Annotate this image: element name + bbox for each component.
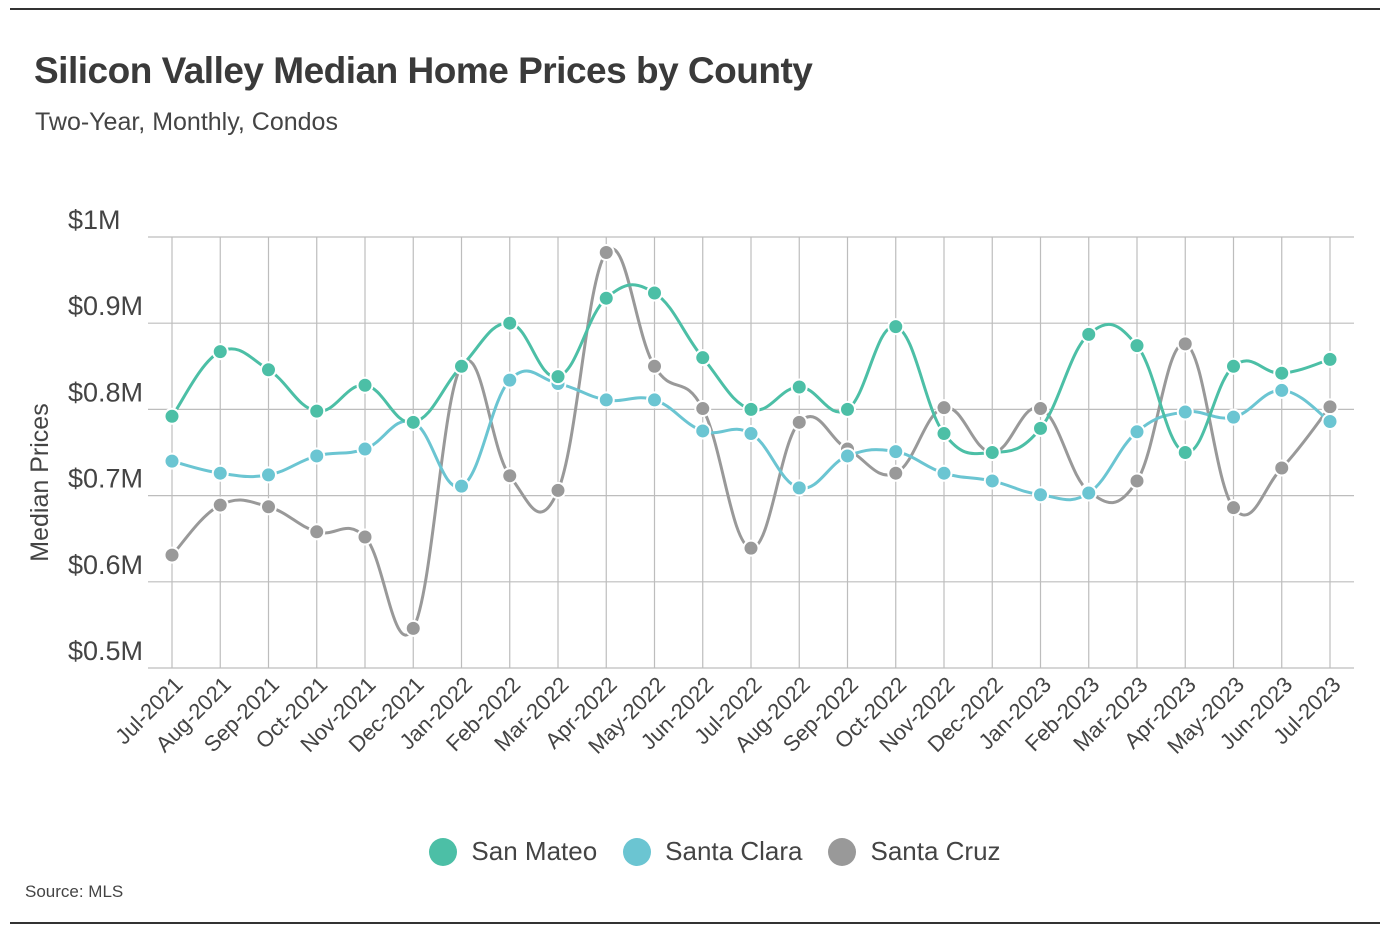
data-point-san-mateo bbox=[935, 425, 953, 443]
data-point-santa-cruz bbox=[597, 244, 615, 262]
legend-label-santa-cruz: Santa Cruz bbox=[870, 836, 1001, 866]
data-point-san-mateo bbox=[1128, 337, 1146, 355]
data-point-santa-cruz bbox=[887, 464, 905, 482]
data-point-santa-cruz bbox=[356, 528, 374, 546]
data-point-san-mateo bbox=[887, 318, 905, 336]
data-point-san-mateo bbox=[646, 284, 663, 302]
data-point-santa-cruz bbox=[211, 496, 229, 514]
data-point-san-mateo bbox=[983, 444, 1001, 461]
chart-subtitle: Two-Year, Monthly, Condos bbox=[35, 108, 338, 136]
legend-swatch-santa-cruz bbox=[828, 837, 857, 866]
bottom-rule bbox=[10, 922, 1380, 924]
data-point-santa-cruz bbox=[790, 413, 808, 431]
y-tick-label: $0.7M bbox=[68, 464, 143, 494]
data-point-santa-cruz bbox=[1176, 335, 1194, 353]
data-point-santa-cruz bbox=[1321, 398, 1339, 416]
data-point-santa-clara bbox=[1032, 486, 1049, 504]
data-point-san-mateo bbox=[694, 349, 712, 367]
data-point-santa-clara bbox=[453, 477, 470, 495]
data-point-san-mateo bbox=[1032, 419, 1049, 437]
y-tick-label: $0.6M bbox=[68, 550, 143, 580]
y-tick-label: $0.5M bbox=[68, 636, 143, 666]
data-point-santa-clara bbox=[356, 440, 374, 458]
data-point-san-mateo bbox=[1080, 325, 1098, 343]
data-point-san-mateo bbox=[790, 378, 808, 396]
data-point-santa-clara bbox=[308, 447, 326, 465]
data-point-santa-cruz bbox=[742, 539, 760, 557]
chart-title: Silicon Valley Median Home Prices by Cou… bbox=[34, 50, 813, 91]
data-point-santa-cruz bbox=[1225, 499, 1242, 517]
data-point-san-mateo bbox=[501, 314, 519, 332]
data-point-santa-clara bbox=[1225, 408, 1242, 426]
data-point-santa-clara bbox=[260, 466, 277, 484]
data-point-santa-cruz bbox=[260, 498, 277, 516]
data-point-san-mateo bbox=[404, 413, 422, 431]
data-point-san-mateo bbox=[211, 343, 229, 361]
data-point-santa-cruz bbox=[308, 523, 326, 541]
data-point-santa-clara bbox=[694, 422, 712, 440]
legend-item-san-mateo[interactable]: San Mateo bbox=[429, 836, 597, 867]
data-point-santa-clara bbox=[1273, 381, 1291, 399]
data-point-san-mateo bbox=[1176, 444, 1194, 461]
data-point-santa-cruz bbox=[501, 467, 519, 485]
data-point-santa-clara bbox=[935, 464, 953, 482]
data-point-santa-clara bbox=[1080, 484, 1098, 502]
legend-item-santa-clara[interactable]: Santa Clara bbox=[623, 836, 802, 867]
source-note: Source: MLS bbox=[25, 882, 124, 901]
data-point-santa-clara bbox=[1176, 403, 1194, 421]
legend-label-santa-clara: Santa Clara bbox=[665, 836, 803, 866]
data-point-san-mateo bbox=[356, 376, 374, 394]
data-point-santa-clara bbox=[983, 472, 1001, 490]
legend: San Mateo Santa Clara Santa Cruz bbox=[0, 836, 1390, 867]
data-point-san-mateo bbox=[163, 407, 181, 425]
data-point-san-mateo bbox=[308, 402, 326, 420]
data-point-santa-clara bbox=[1128, 423, 1146, 441]
legend-swatch-santa-clara bbox=[623, 837, 652, 866]
legend-label-san-mateo: San Mateo bbox=[471, 836, 598, 866]
data-point-santa-cruz bbox=[1032, 400, 1049, 418]
data-point-santa-cruz bbox=[1128, 472, 1146, 490]
data-point-san-mateo bbox=[260, 361, 277, 379]
data-point-santa-clara bbox=[887, 443, 905, 461]
data-point-santa-clara bbox=[790, 479, 808, 497]
data-point-santa-clara bbox=[742, 425, 760, 443]
data-point-san-mateo bbox=[742, 400, 760, 418]
data-point-santa-cruz bbox=[694, 400, 712, 418]
data-point-santa-cruz bbox=[163, 546, 181, 564]
data-point-santa-cruz bbox=[549, 481, 567, 499]
data-point-san-mateo bbox=[1225, 357, 1242, 375]
data-point-santa-clara bbox=[646, 391, 663, 409]
data-point-san-mateo bbox=[549, 368, 567, 386]
data-point-santa-clara bbox=[211, 464, 229, 482]
legend-item-santa-cruz[interactable]: Santa Cruz bbox=[828, 836, 1001, 867]
data-point-san-mateo bbox=[839, 400, 856, 418]
data-point-santa-cruz bbox=[1273, 459, 1291, 477]
data-point-santa-clara bbox=[597, 391, 615, 409]
data-point-san-mateo bbox=[597, 289, 615, 307]
top-rule bbox=[10, 8, 1380, 10]
data-point-santa-cruz bbox=[404, 619, 422, 637]
data-point-santa-clara bbox=[163, 452, 181, 470]
data-point-santa-clara bbox=[501, 371, 519, 389]
line-chart: $0.5M$0.6M$0.7M$0.8M$0.9M$1MJul-2021Aug-… bbox=[26, 205, 1354, 759]
y-tick-label: $0.8M bbox=[68, 377, 143, 407]
y-tick-label: $1M bbox=[68, 205, 121, 235]
data-point-santa-clara bbox=[839, 447, 856, 465]
y-axis-title: Median Prices bbox=[26, 403, 54, 561]
data-point-san-mateo bbox=[1321, 350, 1339, 368]
data-point-santa-clara bbox=[1321, 412, 1339, 430]
data-point-san-mateo bbox=[453, 357, 470, 375]
legend-swatch-san-mateo bbox=[429, 837, 458, 866]
y-tick-label: $0.9M bbox=[68, 291, 143, 321]
data-point-santa-cruz bbox=[646, 357, 663, 375]
data-point-santa-cruz bbox=[935, 399, 953, 417]
data-point-san-mateo bbox=[1273, 364, 1291, 382]
